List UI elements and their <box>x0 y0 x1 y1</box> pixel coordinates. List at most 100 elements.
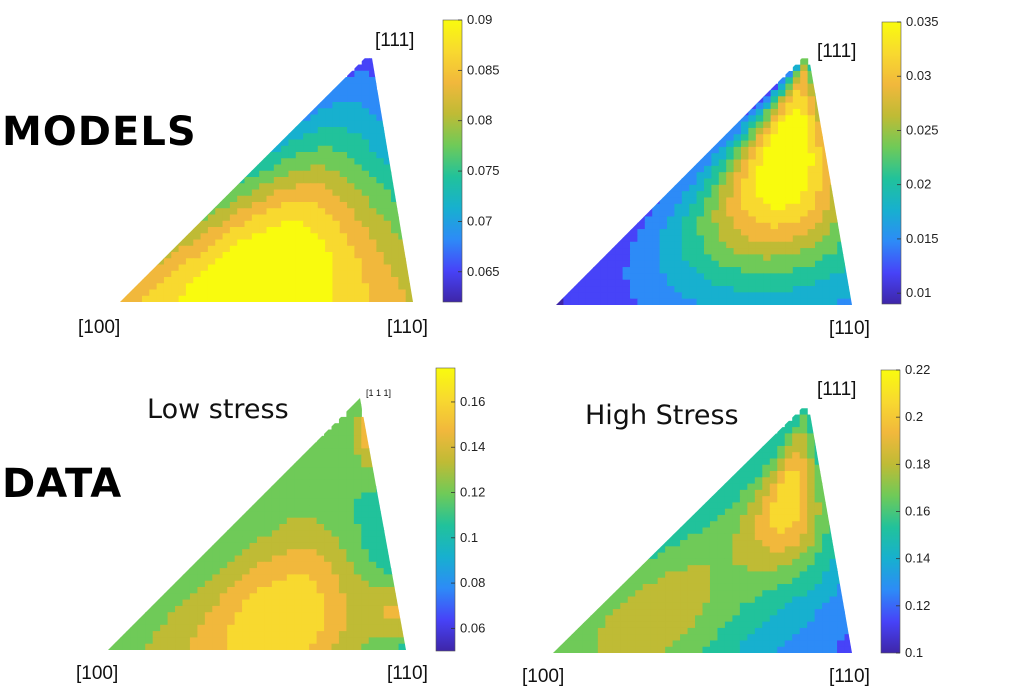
heatmap-cell <box>650 634 659 642</box>
heatmap-cell <box>755 279 764 287</box>
heatmap-cell <box>815 165 823 173</box>
heatmap-cell <box>405 208 413 216</box>
heatmap-cell <box>709 540 719 547</box>
heatmap-cell <box>317 258 326 266</box>
heatmap-cell <box>234 605 243 613</box>
heatmap-cell <box>376 643 385 650</box>
heatmap-cell <box>785 140 794 148</box>
heatmap-cell <box>717 558 726 566</box>
heatmap-cell <box>792 483 801 491</box>
heatmap-cell <box>368 505 377 512</box>
heatmap-cell <box>822 527 831 535</box>
heatmap-cell <box>310 239 319 247</box>
heatmap-cell <box>792 577 801 585</box>
heatmap-cell <box>792 640 801 648</box>
heatmap-cell <box>709 552 719 560</box>
heatmap-cell <box>310 277 319 284</box>
heatmap-cell <box>792 254 801 262</box>
heatmap-cell <box>748 159 757 167</box>
heatmap-cell <box>792 502 801 510</box>
heatmap-cell <box>665 546 674 554</box>
heatmap-cell <box>405 289 413 297</box>
heatmap-cell <box>748 108 757 116</box>
heatmap-cell <box>259 177 268 184</box>
heatmap-cell <box>339 295 348 302</box>
heatmap-cell <box>347 177 355 184</box>
heatmap-cell <box>578 273 587 281</box>
heatmap-cell <box>325 95 334 103</box>
heatmap-cell <box>837 521 846 529</box>
heatmap-cell <box>331 536 340 544</box>
heatmap-cell <box>325 227 334 234</box>
heatmap-cell <box>234 618 243 626</box>
heatmap-cell <box>762 496 771 504</box>
heatmap-cell <box>303 189 312 197</box>
heatmap-cell <box>807 235 816 243</box>
heatmap-cell <box>792 571 801 579</box>
heatmap-cell <box>785 210 794 218</box>
heatmap-cell <box>792 615 801 623</box>
heatmap-cell <box>160 612 169 620</box>
heatmap-cell <box>829 496 838 504</box>
heatmap-cell <box>575 634 584 642</box>
heatmap-cell <box>747 646 756 653</box>
heatmap-cell <box>769 609 778 616</box>
heatmap-cell <box>279 479 288 487</box>
heatmap-cell <box>815 178 823 186</box>
heatmap-cell <box>331 643 340 650</box>
heatmap-cell <box>829 216 838 224</box>
heatmap-cell <box>732 533 741 541</box>
heatmap-cell <box>709 565 719 573</box>
heatmap-cell <box>376 133 385 141</box>
heatmap-cell <box>680 621 689 629</box>
heatmap-cell <box>145 612 154 620</box>
heatmap-cell <box>332 220 341 228</box>
heatmap-cell <box>178 227 187 234</box>
heatmap-cell <box>273 295 282 302</box>
heatmap-cell <box>792 191 801 199</box>
heatmap-cell <box>680 533 689 541</box>
heatmap-cell <box>672 646 681 653</box>
heatmap-cell <box>777 471 786 478</box>
heatmap-cell <box>792 552 801 560</box>
heatmap-cell <box>391 574 400 582</box>
heatmap-cell <box>273 177 282 184</box>
heatmap-cell <box>353 454 362 462</box>
heatmap-cell <box>784 583 793 591</box>
heatmap-cell <box>237 189 246 197</box>
heatmap-cell <box>785 248 794 255</box>
heatmap-cell <box>650 558 659 566</box>
heatmap-cell <box>672 609 681 616</box>
heatmap-cell <box>762 596 771 604</box>
heatmap-cell <box>310 195 319 203</box>
heatmap-cell <box>755 165 764 173</box>
heatmap-cell <box>800 159 809 167</box>
heatmap-cell <box>286 599 295 607</box>
heatmap-cell <box>755 210 764 218</box>
heatmap-cell <box>301 637 310 645</box>
heatmap-cell <box>785 153 794 161</box>
heatmap-cell <box>361 220 370 228</box>
heatmap-cell <box>127 283 136 291</box>
heatmap-cell <box>814 640 823 648</box>
heatmap-cell <box>251 220 260 228</box>
heatmap-cell <box>739 558 748 566</box>
heatmap-cell <box>338 574 347 582</box>
heatmap-cell <box>178 258 187 266</box>
heatmap-cell <box>286 467 295 475</box>
heatmap-cell <box>361 77 370 84</box>
heatmap-cell <box>369 295 377 302</box>
heatmap-cell <box>717 477 726 485</box>
heatmap-cell <box>244 283 253 291</box>
colorbar-tick-label: 0.065 <box>467 264 500 279</box>
corner-label-100: [100] <box>78 317 120 338</box>
heatmap-cell <box>829 533 838 541</box>
heatmap-cell <box>822 627 831 635</box>
heatmap-cell <box>590 596 599 604</box>
heatmap-cell <box>724 477 733 485</box>
heatmap-cell <box>799 420 808 428</box>
heatmap-cell <box>681 222 690 230</box>
heatmap-cell <box>717 533 726 541</box>
heatmap-cell <box>770 260 779 268</box>
heatmap-cell <box>800 108 809 116</box>
